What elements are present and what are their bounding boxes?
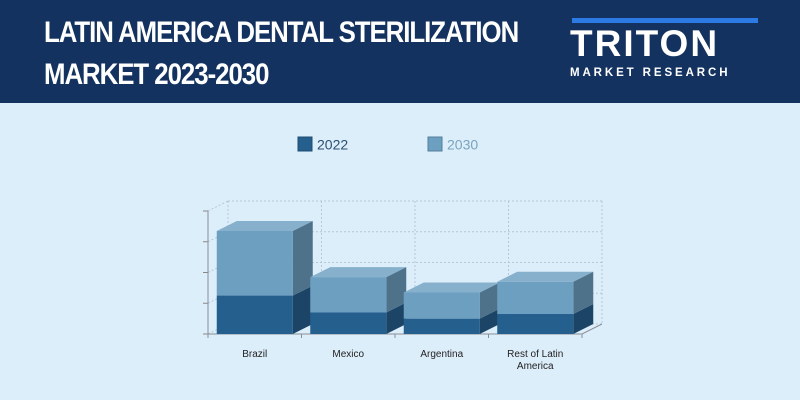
- bar: [403, 318, 480, 334]
- title-line-1: LATIN AMERICA DENTAL STERILIZATION: [44, 16, 519, 49]
- bar-group: [216, 220, 313, 334]
- bar-top: [497, 271, 594, 282]
- x-tick-label: Brazil: [242, 349, 267, 360]
- bar-top: [310, 267, 407, 278]
- bar: [310, 312, 387, 334]
- bar: [497, 314, 574, 334]
- x-tick-label-line: Argentina: [420, 349, 463, 360]
- bar-side: [479, 308, 500, 334]
- bar: [310, 277, 387, 313]
- bar-side: [292, 220, 313, 296]
- logo-wordmark: TRITON: [570, 23, 720, 64]
- legend-swatch: [297, 136, 313, 152]
- title-line-2: MARKET 2023-2030: [44, 58, 269, 91]
- legend-label: 2022: [317, 137, 348, 153]
- bar-side: [573, 304, 594, 334]
- bar-group: [310, 267, 407, 334]
- bar-segment: [403, 282, 500, 319]
- bar-side: [292, 285, 313, 334]
- bar-side: [573, 271, 594, 315]
- bar: [216, 295, 293, 334]
- x-tick-label-line: Rest of Latin: [507, 349, 563, 360]
- bar: [403, 292, 480, 319]
- bar: [497, 281, 574, 315]
- logo-accent-bar: [572, 18, 758, 23]
- x-tick-label-line: Mexico: [332, 349, 364, 360]
- bar-group: [497, 271, 594, 334]
- bar-segment: [497, 304, 594, 334]
- bar-segment: [310, 267, 407, 313]
- x-tick-label-line: America: [517, 361, 554, 372]
- bars: [216, 220, 594, 334]
- logo-subtitle: MARKET RESEARCH: [570, 67, 731, 79]
- header-banner: LATIN AMERICA DENTAL STERILIZATION MARKE…: [0, 0, 800, 103]
- x-tick-label-line: Brazil: [242, 349, 267, 360]
- x-tick-label: Argentina: [420, 349, 463, 360]
- triton-logo: TRITON MARKET RESEARCH: [566, 18, 758, 84]
- x-tick-label: Rest of Latin America: [507, 349, 563, 372]
- legend-item: 2030: [427, 136, 478, 153]
- bar-segment: [216, 220, 313, 296]
- bar: [216, 230, 293, 296]
- gridline-side: [207, 200, 229, 212]
- bar-top: [216, 220, 313, 231]
- bar-top: [403, 282, 500, 293]
- legend-label: 2030: [447, 137, 478, 153]
- bar-segment: [310, 302, 407, 334]
- bar-group: [403, 282, 500, 334]
- chart-legend: 2022 2030: [297, 136, 478, 153]
- x-tick-labels: Brazil Mexico Argentina Rest of Latin Americ…: [242, 349, 563, 372]
- legend-item: 2022: [297, 136, 348, 153]
- x-tick-label: Mexico: [332, 349, 364, 360]
- bar-segment: [216, 285, 313, 334]
- bar-side: [386, 267, 407, 313]
- page-title: LATIN AMERICA DENTAL STERILIZATION MARKE…: [44, 12, 519, 96]
- legend-swatch: [427, 136, 443, 152]
- bar-side: [386, 302, 407, 334]
- bar-segment: [497, 271, 594, 315]
- bar-segment: [403, 308, 500, 334]
- bar-side: [479, 282, 500, 319]
